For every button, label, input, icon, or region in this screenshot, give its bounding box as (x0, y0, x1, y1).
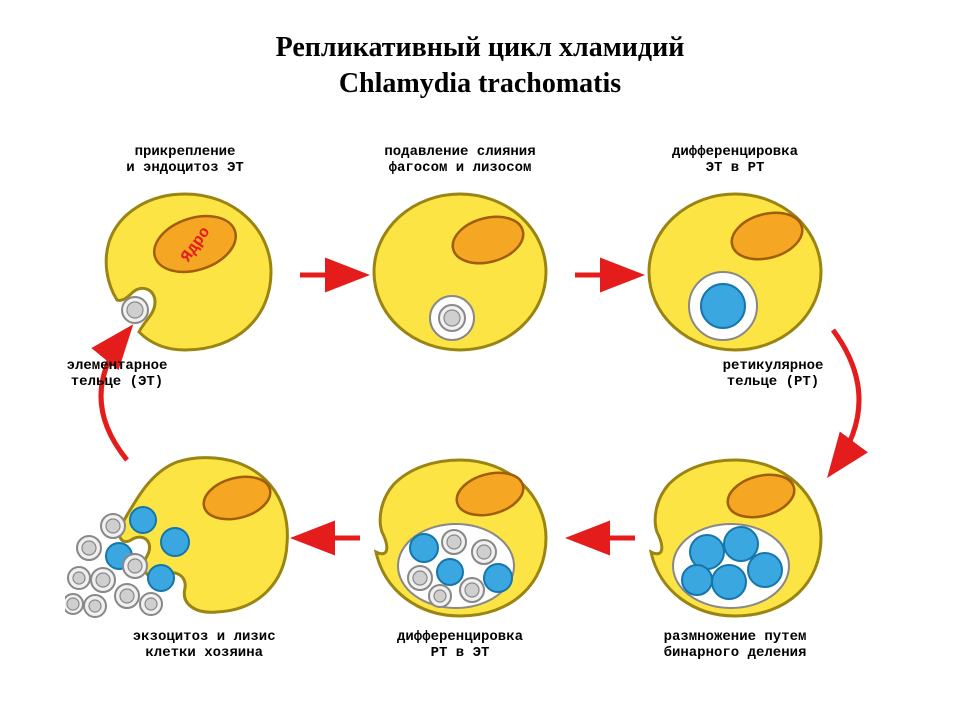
stage-4-cell (635, 448, 835, 623)
stage-1-label: прикреплениеи эндоцитоз ЭТ (65, 144, 305, 176)
stage-2: подавление слиянияфагосом и лизосом (360, 182, 560, 357)
stage-2-label: подавление слиянияфагосом и лизосом (340, 144, 580, 176)
stage-3-cell (635, 182, 835, 357)
stage-6: экзоцитоз и лизисклетки хозяина (65, 448, 305, 623)
stage-6-label: экзоцитоз и лизисклетки хозяина (84, 629, 324, 661)
stage-1-cell: Ядро (85, 182, 285, 357)
stage-5-cell (360, 448, 560, 623)
stage-6-cell (65, 448, 305, 623)
stage-4: размножение путембинарного деления (635, 448, 835, 623)
stage-2-cell (360, 182, 560, 357)
stage-5: дифференцировкаРТ в ЭТ (360, 448, 560, 623)
stage-3-label: дифференцировкаЭТ в РТ (615, 144, 855, 176)
page-title: Репликативный цикл хламидий Chlamydia tr… (0, 30, 960, 103)
stage-4-label: размножение путембинарного деления (615, 629, 855, 661)
et-label: элементарноетельце (ЭТ) (27, 358, 207, 390)
title-line2: Chlamydia trachomatis (0, 66, 960, 102)
rt-label: ретикулярноетельце (РТ) (683, 358, 863, 390)
title-line1: Репликативный цикл хламидий (0, 30, 960, 66)
diagram-area: прикреплениеи эндоцитоз ЭТ Ядро элемента… (85, 130, 875, 690)
stage-1: прикреплениеи эндоцитоз ЭТ Ядро элемента… (85, 182, 285, 357)
stage-5-label: дифференцировкаРТ в ЭТ (340, 629, 580, 661)
stage-3: дифференцировкаЭТ в РТ ретикулярноетельц… (635, 182, 835, 357)
